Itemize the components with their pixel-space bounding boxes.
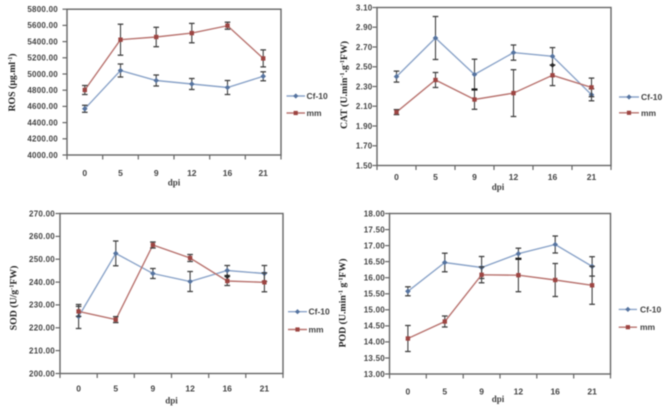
svg-text:16: 16	[223, 168, 233, 178]
svg-text:4000.00: 4000.00	[27, 151, 58, 160]
svg-text:2.90: 2.90	[356, 23, 373, 32]
svg-text:mm: mm	[640, 322, 656, 332]
svg-text:4200.00: 4200.00	[27, 135, 58, 144]
svg-text:16: 16	[548, 172, 558, 182]
svg-text:0: 0	[82, 168, 87, 178]
svg-text:200.00: 200.00	[29, 369, 55, 378]
svg-text:13.50: 13.50	[364, 354, 386, 363]
svg-text:9: 9	[472, 172, 477, 182]
svg-text:21: 21	[587, 172, 597, 182]
svg-text:4800.00: 4800.00	[27, 86, 58, 95]
svg-text:Cf-10: Cf-10	[640, 304, 662, 314]
svg-text:9: 9	[154, 168, 159, 178]
svg-text:12: 12	[185, 384, 195, 394]
svg-text:5: 5	[118, 168, 123, 178]
svg-text:5000.00: 5000.00	[27, 70, 58, 79]
svg-text:16.00: 16.00	[364, 274, 386, 283]
svg-text:2.50: 2.50	[356, 63, 373, 72]
svg-text:1.50: 1.50	[356, 161, 373, 170]
svg-text:9: 9	[479, 387, 484, 397]
svg-text:5600.00: 5600.00	[27, 21, 58, 30]
svg-text:CAT (U.min-1​.g-1​FW): CAT (U.min-1​.g-1​FW)	[339, 41, 350, 129]
svg-text:230.00: 230.00	[29, 301, 55, 310]
svg-text:POD (U.min-1​ g-1​FW): POD (U.min-1​ g-1​FW)	[338, 259, 349, 348]
svg-text:dpi: dpi	[492, 394, 505, 404]
svg-text:12: 12	[187, 168, 197, 178]
svg-text:12: 12	[514, 387, 524, 397]
svg-text:21: 21	[587, 387, 597, 397]
svg-text:270.00: 270.00	[29, 209, 55, 218]
svg-text:5200.00: 5200.00	[27, 54, 58, 63]
svg-text:9: 9	[151, 384, 156, 394]
svg-text:5400.00: 5400.00	[27, 37, 58, 46]
svg-text:14.50: 14.50	[364, 322, 386, 331]
svg-text:1.70: 1.70	[356, 142, 373, 151]
svg-text:18.00: 18.00	[364, 209, 386, 218]
svg-text:0: 0	[76, 384, 81, 394]
svg-text:dpi: dpi	[168, 178, 181, 188]
svg-text:5: 5	[113, 384, 118, 394]
svg-text:1.90: 1.90	[356, 122, 373, 131]
svg-text:210.00: 210.00	[29, 346, 55, 355]
svg-text:dpi: dpi	[492, 182, 505, 192]
svg-text:14.00: 14.00	[364, 338, 386, 347]
svg-text:3.10: 3.10	[356, 3, 373, 12]
svg-text:4400.00: 4400.00	[27, 118, 58, 127]
svg-text:16: 16	[550, 387, 560, 397]
svg-text:mm: mm	[307, 108, 323, 118]
svg-text:0: 0	[406, 387, 411, 397]
svg-text:220.00: 220.00	[29, 324, 55, 333]
svg-text:0: 0	[394, 172, 399, 182]
svg-text:5: 5	[433, 172, 438, 182]
svg-text:2.70: 2.70	[356, 43, 373, 52]
svg-text:16.50: 16.50	[364, 257, 386, 266]
svg-text:240.00: 240.00	[29, 278, 55, 287]
svg-text:2.10: 2.10	[356, 102, 373, 111]
svg-text:dpi: dpi	[165, 396, 178, 406]
svg-text:13.00: 13.00	[364, 370, 386, 379]
svg-text:2.30: 2.30	[356, 82, 373, 91]
svg-text:260.00: 260.00	[29, 232, 55, 241]
svg-text:17.00: 17.00	[364, 241, 386, 250]
svg-text:21: 21	[258, 168, 268, 178]
svg-text:Cf-10: Cf-10	[307, 91, 329, 101]
svg-text:5: 5	[442, 387, 447, 397]
svg-text:15.00: 15.00	[364, 306, 386, 315]
svg-text:mm: mm	[641, 108, 657, 118]
svg-text:ROS (μg.ml-1​): ROS (μg.ml-1​)	[7, 53, 18, 111]
svg-text:4600.00: 4600.00	[27, 102, 58, 111]
svg-text:21: 21	[260, 384, 270, 394]
svg-text:Cf-10: Cf-10	[641, 92, 663, 102]
svg-text:12: 12	[509, 172, 519, 182]
svg-text:17.50: 17.50	[364, 225, 386, 234]
svg-text:16: 16	[222, 384, 232, 394]
svg-text:5800.00: 5800.00	[27, 5, 58, 14]
svg-text:Cf-10: Cf-10	[309, 307, 331, 317]
svg-text:15.50: 15.50	[364, 290, 386, 299]
svg-text:mm: mm	[309, 325, 325, 335]
svg-text:SOD (U/g-1​FW): SOD (U/g-1​FW)	[8, 266, 19, 331]
svg-text:250.00: 250.00	[29, 255, 55, 264]
